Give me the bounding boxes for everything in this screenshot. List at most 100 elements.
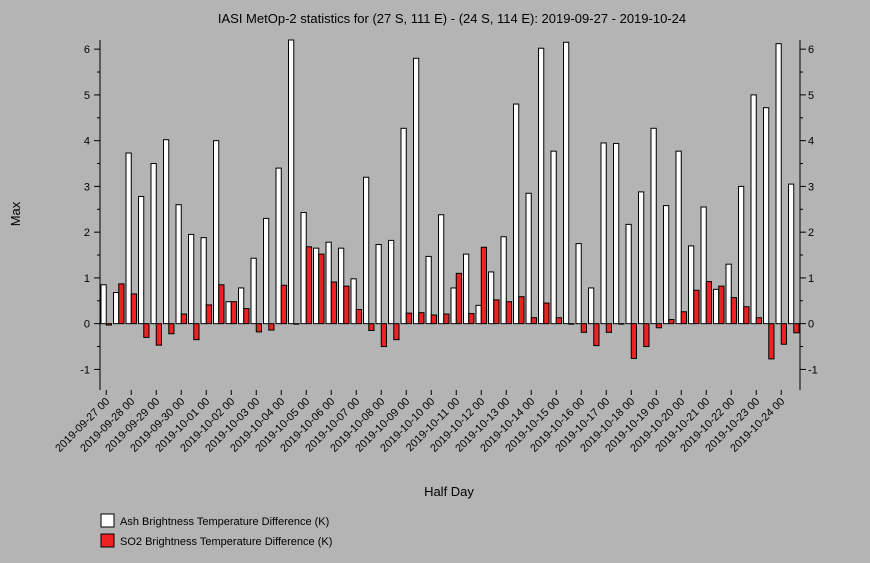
- so2-bar: [743, 306, 750, 325]
- so2-bar: [380, 323, 387, 348]
- so2-bar: [368, 323, 375, 332]
- so2-bar: [393, 323, 400, 341]
- y-tick-label-left: 3: [84, 181, 90, 193]
- so2-bar: [305, 246, 312, 325]
- ash-bar: [700, 206, 707, 325]
- y-axis-label: Max: [8, 201, 23, 226]
- so2-bar: [343, 285, 350, 325]
- ash-bar: [188, 233, 195, 325]
- so2-bar: [330, 281, 337, 325]
- so2-bar: [218, 284, 225, 325]
- so2-bar: [130, 293, 137, 325]
- ash-bar: [688, 245, 695, 325]
- so2-bar: [530, 317, 537, 325]
- ash-bar: [638, 191, 645, 325]
- y-tick-label-left: 4: [84, 136, 90, 148]
- y-tick-label-right: 5: [808, 90, 814, 102]
- ash-bar: [650, 127, 657, 325]
- so2-bar: [580, 323, 587, 333]
- so2-bar: [405, 312, 412, 325]
- so2-bar: [718, 285, 725, 325]
- so2-bar: [455, 272, 462, 325]
- so2-bar: [480, 246, 487, 325]
- ash-bar: [663, 205, 670, 325]
- so2-bar: [243, 308, 250, 325]
- so2-bar: [143, 323, 150, 338]
- so2-bar: [318, 253, 325, 325]
- so2-bar: [255, 323, 262, 333]
- ash-bar: [500, 236, 507, 325]
- ash-bar: [413, 57, 420, 325]
- ash-bar: [138, 195, 145, 325]
- y-tick-label-right: 1: [808, 273, 814, 285]
- so2-bar: [293, 323, 300, 325]
- ash-bar: [163, 139, 170, 325]
- ash-bar: [775, 43, 782, 325]
- ash-bar: [113, 292, 120, 325]
- so2-bar: [555, 317, 562, 325]
- ash-bar: [588, 287, 595, 325]
- ash-bar: [200, 237, 207, 325]
- axes-group: -1 -1 0 0 1 1 2 2 3 3 4 4 5 5 6 6: [80, 40, 818, 390]
- ash-bar: [338, 247, 345, 325]
- ash-bar: [150, 163, 157, 325]
- so2-bar: [505, 301, 512, 325]
- bars-group: [100, 39, 800, 360]
- so2-bar: [518, 296, 525, 325]
- ash-bar: [250, 257, 257, 325]
- y-tick-label-right: 0: [808, 319, 814, 331]
- so2-bar: [155, 323, 162, 346]
- x-axis-label: Half Day: [424, 484, 474, 499]
- y-tick-label-left: 1: [84, 273, 90, 285]
- ash-bar: [375, 244, 382, 325]
- y-tick-label-left: 5: [84, 90, 90, 102]
- ash-bar: [763, 107, 770, 325]
- legend: Ash Brightness Temperature Difference (K…: [100, 513, 332, 548]
- ash-bar: [525, 192, 532, 325]
- ash-bar: [100, 284, 107, 325]
- so2-bar: [618, 323, 625, 325]
- so2-bar: [180, 313, 187, 325]
- so2-bar: [643, 323, 650, 348]
- legend-swatch-so2: [100, 533, 115, 548]
- ash-bar: [300, 211, 307, 325]
- so2-bar: [355, 308, 362, 325]
- so2-bar: [230, 301, 237, 325]
- so2-bar: [468, 313, 475, 325]
- ash-bar: [388, 239, 395, 325]
- so2-bar: [593, 323, 600, 347]
- ash-bar: [313, 247, 320, 325]
- so2-bar: [280, 284, 287, 325]
- ash-bar: [325, 241, 332, 325]
- y-tick-label-right: -1: [808, 364, 818, 376]
- so2-bar: [493, 299, 500, 325]
- ash-bar: [600, 142, 607, 325]
- ash-bar: [425, 255, 432, 325]
- ash-bar: [675, 150, 682, 325]
- ash-bar: [400, 127, 407, 325]
- ash-bar: [363, 176, 370, 325]
- ash-bar: [488, 271, 495, 325]
- y-tick-label-left: 6: [84, 44, 90, 56]
- so2-bar: [705, 281, 712, 325]
- so2-bar: [680, 311, 687, 325]
- legend-swatch-ash: [100, 513, 115, 528]
- legend-label-so2: SO2 Brightness Temperature Difference (K…: [120, 536, 332, 548]
- ash-bar: [238, 287, 245, 325]
- ash-bar: [550, 150, 557, 325]
- so2-bar: [418, 312, 425, 325]
- so2-bar: [268, 323, 275, 331]
- y-tick-label-right: 3: [808, 181, 814, 193]
- so2-bar: [693, 289, 700, 325]
- ash-bar: [288, 39, 295, 325]
- so2-bar: [655, 323, 662, 329]
- ash-bar: [538, 47, 545, 325]
- y-tick-label-left: -1: [80, 364, 90, 376]
- ash-bar: [225, 301, 232, 325]
- so2-bar: [768, 323, 775, 360]
- so2-bar: [793, 323, 800, 334]
- ash-bar: [263, 217, 270, 325]
- so2-bar: [205, 304, 212, 325]
